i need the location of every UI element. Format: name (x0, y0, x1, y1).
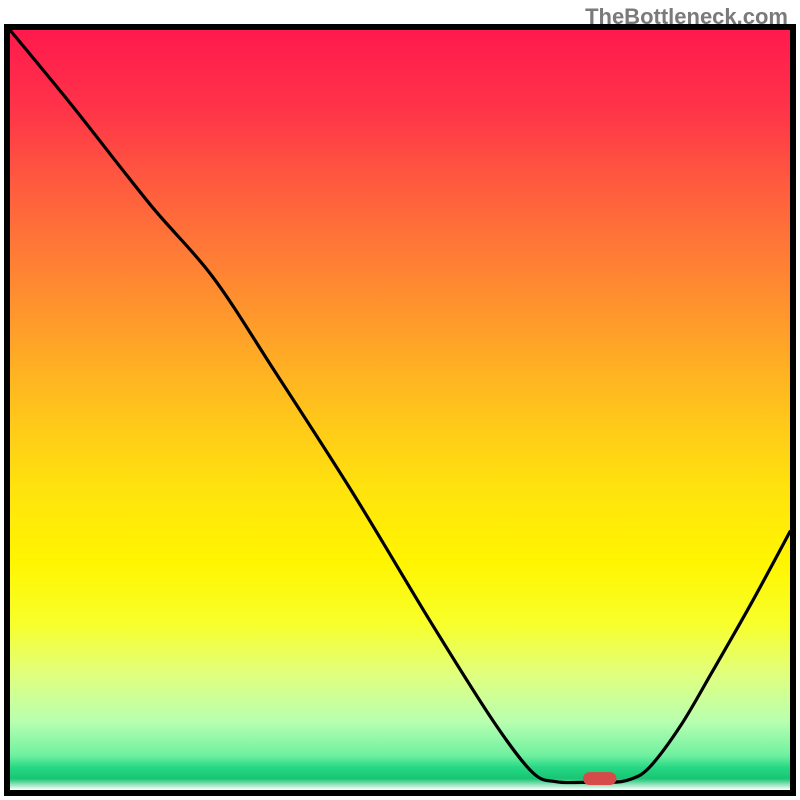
bottleneck-chart (0, 0, 800, 800)
watermark-text: TheBottleneck.com (585, 4, 788, 30)
optimal-marker (583, 772, 617, 785)
plot-background (10, 30, 790, 790)
chart-container: TheBottleneck.com (0, 0, 800, 800)
